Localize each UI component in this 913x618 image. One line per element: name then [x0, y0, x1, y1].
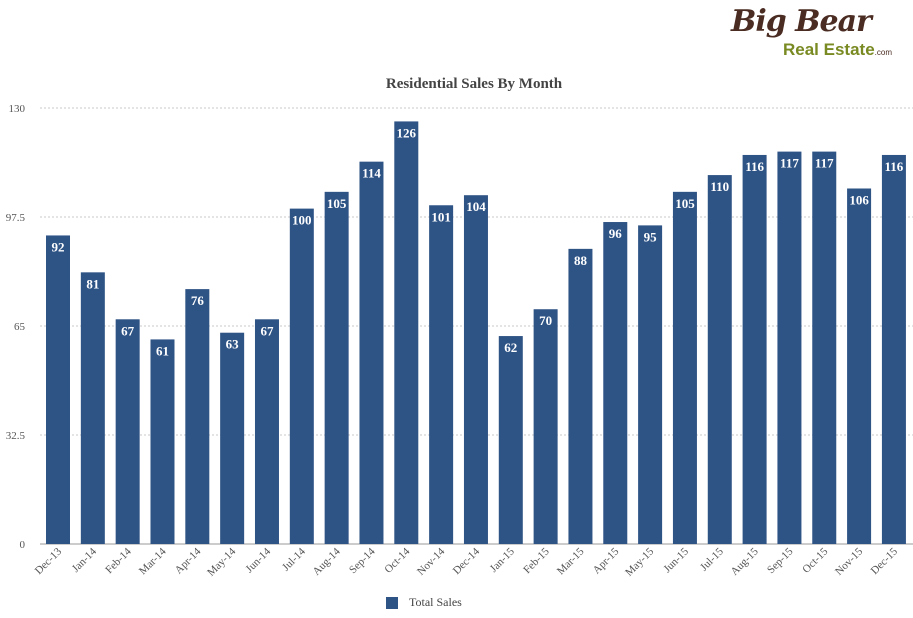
bar	[533, 309, 558, 544]
x-tick-label: May-14	[205, 545, 238, 578]
x-tick-label: Jun-14	[243, 545, 273, 575]
x-tick-label: Sep-15	[765, 545, 796, 576]
bar	[742, 154, 767, 544]
logo-text-top: Big Bear	[731, 4, 872, 39]
data-label: 114	[362, 166, 381, 181]
bar	[185, 289, 210, 544]
logo-text-bottom: Real Estate.com	[783, 40, 892, 60]
data-label: 100	[292, 213, 312, 228]
bar	[394, 121, 419, 545]
x-tick-label: Feb-14	[103, 545, 134, 576]
y-tick-label: 65	[14, 321, 26, 333]
bar	[881, 154, 906, 544]
data-label: 61	[156, 343, 169, 358]
data-label: 88	[574, 253, 588, 268]
x-tick-label: Apr-14	[173, 545, 204, 576]
legend-label: Total Sales	[409, 595, 462, 609]
bar	[220, 332, 245, 544]
bar	[812, 151, 837, 544]
bar	[847, 188, 872, 544]
bar	[115, 319, 140, 544]
data-label: 67	[260, 323, 274, 338]
data-label: 126	[397, 125, 417, 140]
bar	[429, 205, 454, 544]
bar	[777, 151, 802, 544]
data-label: 96	[609, 226, 623, 241]
data-label: 116	[885, 159, 904, 174]
data-label: 62	[504, 340, 517, 355]
bar	[498, 336, 523, 544]
x-tick-label: Jul-15	[698, 545, 726, 573]
data-label: 105	[327, 196, 347, 211]
x-tick-label: Mar-14	[137, 545, 169, 577]
x-tick-label: Feb-15	[521, 545, 552, 576]
y-tick-label: 130	[9, 103, 26, 115]
x-tick-label: Dec-13	[33, 545, 65, 577]
x-tick-label: Nov-14	[415, 545, 448, 578]
bar	[603, 222, 628, 544]
y-tick-label: 97.5	[6, 212, 26, 224]
bar	[707, 175, 732, 545]
bar	[324, 191, 349, 544]
bar	[638, 225, 663, 544]
data-label: 81	[86, 276, 99, 291]
x-tick-label: Aug-15	[728, 545, 761, 578]
x-tick-label: Oct-15	[800, 545, 830, 575]
data-label: 92	[52, 239, 65, 254]
data-label: 106	[849, 192, 869, 207]
bar	[150, 339, 175, 544]
bar	[46, 235, 70, 544]
x-tick-label: Nov-15	[833, 545, 866, 578]
x-tick-label: Mar-15	[555, 545, 587, 577]
data-label: 76	[191, 293, 205, 308]
x-tick-label: May-15	[623, 545, 656, 578]
data-label: 95	[644, 229, 658, 244]
data-label: 104	[466, 199, 486, 214]
data-label: 101	[431, 209, 451, 224]
legend: Total Sales	[386, 595, 462, 610]
x-tick-label: Jan-15	[488, 545, 518, 575]
brand-logo: Big Bear Real Estate.com	[725, 4, 905, 64]
bar	[80, 272, 105, 544]
bar	[463, 195, 488, 544]
data-label: 70	[539, 313, 552, 328]
x-tick-label: Aug-14	[311, 545, 344, 578]
x-tick-label: Jul-14	[280, 545, 308, 573]
data-label: 67	[121, 323, 135, 338]
data-label: 116	[745, 159, 764, 174]
logo-text-suffix: .com	[874, 48, 893, 57]
data-label: 117	[780, 156, 799, 171]
y-tick-label: 32.5	[6, 430, 26, 442]
y-tick-label: 0	[20, 539, 26, 551]
x-tick-label: Dec-15	[869, 545, 901, 577]
bar	[568, 248, 593, 544]
bar	[359, 161, 384, 544]
data-label: 110	[710, 179, 729, 194]
x-tick-label: Apr-15	[591, 545, 622, 576]
bar	[289, 208, 314, 544]
data-label: 63	[226, 337, 240, 352]
data-label: 105	[675, 196, 695, 211]
x-tick-label: Dec-14	[451, 545, 483, 577]
x-tick-label: Jun-15	[661, 545, 691, 575]
x-tick-label: Oct-14	[382, 545, 412, 575]
data-label: 117	[815, 156, 834, 171]
x-tick-label: Sep-14	[347, 545, 378, 576]
logo-text-main: Real Estate	[783, 40, 875, 59]
bar	[672, 191, 697, 544]
legend-swatch	[386, 596, 398, 609]
bar	[254, 319, 279, 544]
chart-title: Residential Sales By Month	[385, 76, 563, 92]
x-tick-label: Jan-14	[70, 545, 100, 575]
